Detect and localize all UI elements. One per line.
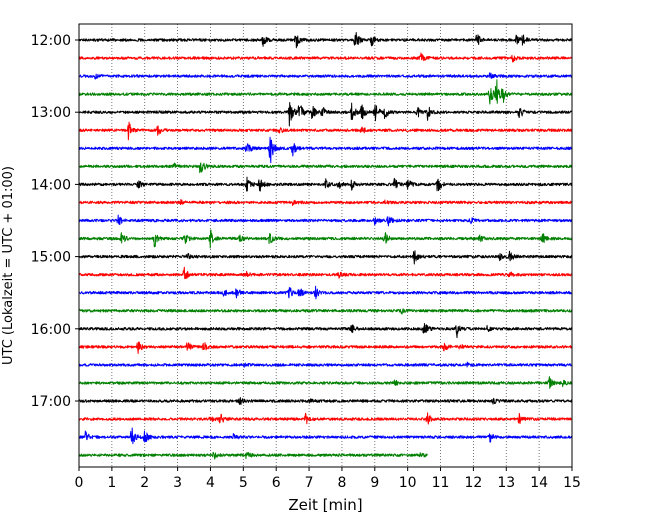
trace-1730 (78, 427, 572, 445)
grid-lines (111, 24, 540, 467)
x-tick-label: 10 (399, 475, 417, 491)
trace-1700 (78, 397, 573, 405)
trace-1345 (78, 162, 573, 174)
x-tick-label: 9 (370, 475, 379, 491)
trace-1630 (78, 361, 573, 368)
x-axis-ticks: 0 1 2 3 4 5 6 7 8 9 10 11 12 13 14 15 (75, 467, 581, 491)
trace-1615 (78, 341, 573, 354)
trace-1445 (78, 229, 573, 249)
trace-1715 (78, 412, 573, 425)
y-tick-label: 14:00 (31, 177, 71, 193)
trace-1300 (78, 102, 573, 127)
seismic-traces (78, 32, 573, 460)
y-tick-label: 13:00 (31, 105, 71, 121)
trace-1545 (78, 308, 573, 315)
x-tick-label: 1 (107, 475, 116, 491)
y-axis-ticks: 12:00 13:00 14:00 15:00 16:00 17:00 (31, 33, 79, 410)
x-tick-label: 14 (530, 475, 548, 491)
trace-1530 (78, 285, 573, 300)
trace-1230 (78, 72, 573, 80)
trace-1745 (78, 451, 428, 460)
trace-1515 (78, 266, 573, 280)
trace-1315 (78, 121, 573, 141)
x-tick-label: 5 (239, 475, 248, 491)
trace-1415 (78, 199, 573, 206)
x-tick-label: 0 (75, 475, 84, 491)
x-tick-label: 13 (497, 475, 515, 491)
trace-1430 (78, 214, 573, 227)
trace-1500 (78, 250, 573, 265)
x-tick-label: 11 (432, 475, 450, 491)
x-tick-label: 4 (206, 475, 215, 491)
trace-1600 (78, 322, 573, 339)
y-tick-label: 12:00 (31, 33, 71, 49)
plot-frame (78, 23, 573, 468)
x-tick-label: 2 (140, 475, 149, 491)
trace-1645 (78, 376, 573, 389)
trace-1245 (78, 79, 573, 105)
x-tick-label: 6 (272, 475, 281, 491)
y-tick-label: 17:00 (31, 394, 71, 410)
trace-1400 (78, 176, 573, 192)
x-axis-label: Zeit [min] (288, 496, 362, 514)
x-tick-label: 3 (173, 475, 182, 491)
y-tick-label: 15:00 (31, 250, 71, 266)
y-axis-label: UTC (Lokalzeit = UTC + 01:00) (1, 166, 16, 365)
x-tick-label: 15 (563, 475, 581, 491)
trace-1330 (78, 136, 573, 164)
x-tick-label: 7 (305, 475, 314, 491)
x-tick-label: 8 (337, 475, 346, 491)
x-tick-label: 12 (464, 475, 482, 491)
trace-1215 (78, 52, 573, 63)
y-tick-label: 16:00 (31, 322, 71, 338)
trace-1200 (78, 32, 573, 49)
